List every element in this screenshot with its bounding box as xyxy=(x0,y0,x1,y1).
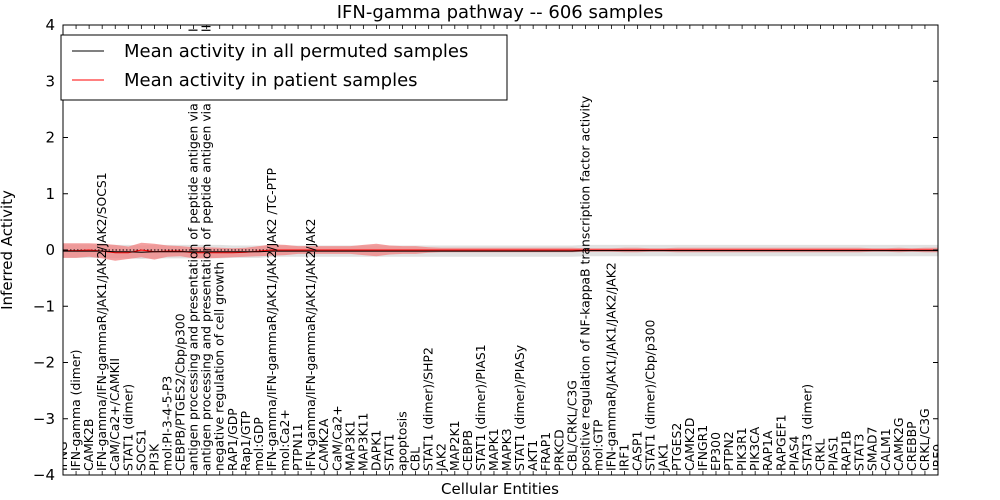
y-tick-label: 3 xyxy=(45,72,55,90)
category-label: CREBBP xyxy=(904,421,919,471)
y-tick-label: −4 xyxy=(33,466,55,484)
category-label: mol:GDP xyxy=(251,417,266,471)
category-label: JAK2 xyxy=(434,443,449,472)
category-label: PIK3R1 xyxy=(734,427,749,471)
legend-permuted-label: Mean activity in all permuted samples xyxy=(124,41,468,62)
category-label: PTPN2 xyxy=(721,431,736,471)
category-label: negative regulation of cell growth xyxy=(212,262,227,471)
category-label: RAPGEF1 xyxy=(773,415,788,472)
category-label: CAMK2A xyxy=(316,418,331,471)
patient-std-band xyxy=(63,242,938,261)
category-label: MAPK1 xyxy=(486,428,501,471)
category-label: STAT1 (dimer)/PIASy xyxy=(512,345,527,471)
category-label: RAP1A xyxy=(760,430,775,471)
category-label: PI3K xyxy=(146,443,161,471)
category-label: Rap1/GTP xyxy=(238,410,253,471)
category-label: apoptosis xyxy=(395,411,410,471)
category-label: STAT1 (dimer)/Cbp/p300 xyxy=(643,319,658,471)
category-label: IFN-gamma/IFN-gammaR/JAK1/JAK2/JAK2/SOCS… xyxy=(94,172,109,471)
category-label: SOCS1 xyxy=(133,429,148,471)
category-label: JAK1 xyxy=(656,443,671,472)
plot-layer xyxy=(63,242,938,261)
category-label: IFNGR1 xyxy=(695,425,710,471)
legend-box xyxy=(60,34,508,101)
category-label: CAMK2D xyxy=(682,418,697,471)
category-label: mol:Ca2+ xyxy=(277,409,292,471)
category-label: PIK3CA xyxy=(747,426,762,471)
category-labels-layer: IFNGIFN-gamma (dimer)CAMK2BIFN-gamma/IFN… xyxy=(55,25,945,472)
category-label: CaM/Ca2+ xyxy=(329,405,344,471)
category-label: PTGES2 xyxy=(669,423,684,471)
category-label: STAT1 (dimer)/SHP2 xyxy=(421,347,436,471)
category-label: CAMK2G xyxy=(891,418,906,471)
category-label: CAMK2B xyxy=(81,419,96,471)
y-tick-label: 2 xyxy=(45,129,55,147)
category-label: CEBPB xyxy=(460,430,475,471)
category-label: MAP3K1 xyxy=(342,420,357,471)
category-label: IRF1 xyxy=(617,444,632,471)
y-axis-label: Inferred Activity xyxy=(0,190,16,310)
category-label: MAP3K11 xyxy=(355,413,370,471)
category-label: EP300 xyxy=(708,432,723,471)
category-label: PIAS4 xyxy=(786,436,801,471)
category-label: CRKL xyxy=(813,439,828,471)
category-label: CBL xyxy=(408,447,423,471)
category-label: IFN-gamma/IFN-gammaR/JAK1/JAK2/JAK2 xyxy=(303,219,318,471)
category-label: STAT3 (dimer) xyxy=(799,384,814,471)
category-label: antigen processing and presentation of p… xyxy=(186,28,201,471)
category-label: CBL/CRKL/C3G xyxy=(564,380,579,471)
category-label: positive regulation of NF-kappaB transcr… xyxy=(577,96,592,471)
category-label: CEBPB/PTGES2/Cbp/p300 xyxy=(173,313,188,471)
y-tick-label: 0 xyxy=(45,241,55,259)
chart-title: IFN-gamma pathway -- 606 samples xyxy=(337,2,664,23)
y-tick-label: 1 xyxy=(45,185,55,203)
category-label: MAP2K1 xyxy=(447,420,462,471)
category-label: mol:GTP xyxy=(590,419,605,471)
patient-mean-line xyxy=(63,249,938,254)
axes-layer xyxy=(62,24,939,476)
category-label: FRAP1 xyxy=(538,432,553,471)
category-label: PIAS1 xyxy=(826,436,841,471)
category-label: IRF9 xyxy=(930,444,945,471)
category-label: DAPK1 xyxy=(368,430,383,471)
category-label: IFN-gamma/IFN-gammaR/JAK1/JAK2/JAK2 /TC-… xyxy=(264,167,279,471)
category-label: STAT1 (dimer) xyxy=(120,384,135,471)
category-label: PTPN11 xyxy=(290,423,305,471)
category-label: IFN-gammaR/JAK1/JAK1/JAK2/JAK2 xyxy=(604,262,619,471)
legend: Mean activity in all permuted samples Mea… xyxy=(60,34,508,101)
category-label: PRKCD xyxy=(551,429,566,471)
y-tick-label: 4 xyxy=(45,16,55,34)
category-label: IFN-gamma (dimer) xyxy=(68,350,83,471)
category-label: MAPK3 xyxy=(499,428,514,471)
legend-patient-label: Mean activity in patient samples xyxy=(124,70,418,91)
category-label: CRKL/C3G xyxy=(917,408,932,471)
category-label: CALM1 xyxy=(878,428,893,471)
x-axis-label: Cellular Entities xyxy=(441,480,559,498)
category-label: CASP1 xyxy=(630,431,645,471)
category-label: SMAD7 xyxy=(865,427,880,471)
category-label: mol:PI-3-4-5-P3 xyxy=(160,376,175,471)
category-label: RAP1/GDP xyxy=(225,408,240,471)
category-label: antigen processing and presentation of p… xyxy=(199,25,214,471)
category-label: STAT3 xyxy=(852,434,867,471)
category-label: AKT1 xyxy=(525,440,540,471)
y-tick-label: −3 xyxy=(33,410,55,428)
y-tick-label: −1 xyxy=(33,297,55,315)
category-label: RAP1B xyxy=(839,431,854,471)
category-label: CaM/Ca2+/CAMKII xyxy=(107,358,122,471)
category-label: STAT1 xyxy=(382,434,397,471)
category-label: IFNG xyxy=(55,441,70,471)
y-tick-label: −2 xyxy=(33,354,55,372)
category-label: STAT1 (dimer)/PIAS1 xyxy=(473,344,488,471)
tick-labels-layer: 4 3 2 1 0 −1 −2 −3 −4 xyxy=(33,16,55,484)
permuted-mean-line xyxy=(63,250,938,253)
